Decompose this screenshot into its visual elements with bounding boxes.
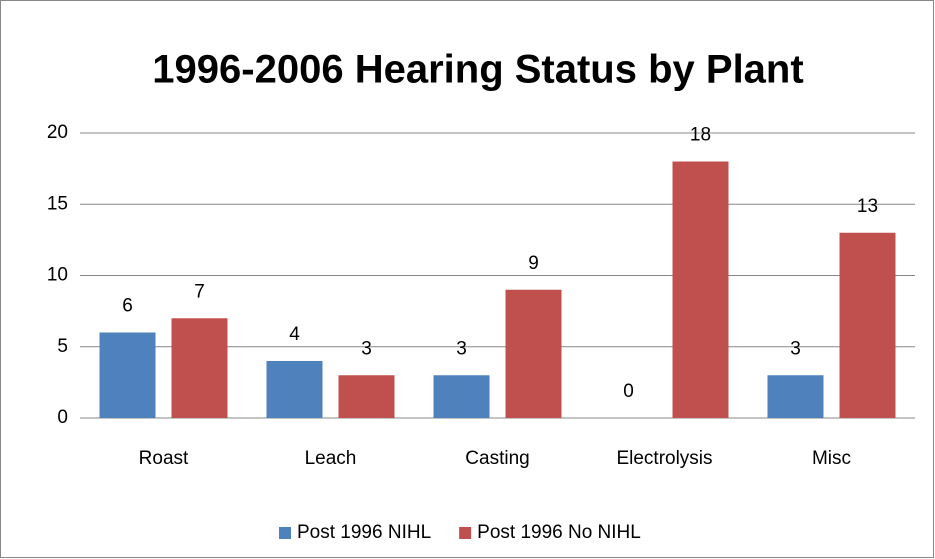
x-tick-label: Leach <box>305 448 357 469</box>
y-tick-label: 15 <box>47 193 68 214</box>
bar <box>433 375 490 418</box>
chart-title: 1996-2006 Hearing Status by Plant <box>152 48 803 92</box>
data-label: 9 <box>528 253 539 274</box>
bar <box>839 232 896 418</box>
bar <box>171 318 228 418</box>
data-label: 0 <box>623 381 634 402</box>
x-tick-label: Roast <box>139 448 189 469</box>
data-label: 18 <box>690 125 711 146</box>
data-label: 3 <box>456 338 467 359</box>
y-tick-label: 10 <box>47 265 68 286</box>
data-label: 3 <box>790 338 801 359</box>
bar <box>767 375 824 418</box>
legend-label: Post 1996 No NIHL <box>477 522 641 543</box>
data-label: 6 <box>122 296 133 317</box>
legend-swatch <box>459 527 472 539</box>
bar <box>505 289 562 418</box>
x-tick-label: Misc <box>812 448 851 469</box>
bar <box>266 361 323 418</box>
y-tick-label: 20 <box>47 122 68 143</box>
x-tick-label: Casting <box>465 448 529 469</box>
data-label: 13 <box>857 196 878 217</box>
data-label: 7 <box>194 281 205 302</box>
y-tick-label: 0 <box>57 407 68 428</box>
x-tick-label: Electrolysis <box>616 448 712 469</box>
bar <box>99 332 156 418</box>
bar <box>672 161 729 418</box>
bar <box>338 375 395 418</box>
data-label: 4 <box>289 324 300 345</box>
data-label: 3 <box>361 338 372 359</box>
legend-label: Post 1996 NIHL <box>297 522 431 543</box>
legend-swatch <box>279 527 291 539</box>
y-tick-label: 5 <box>57 336 68 357</box>
